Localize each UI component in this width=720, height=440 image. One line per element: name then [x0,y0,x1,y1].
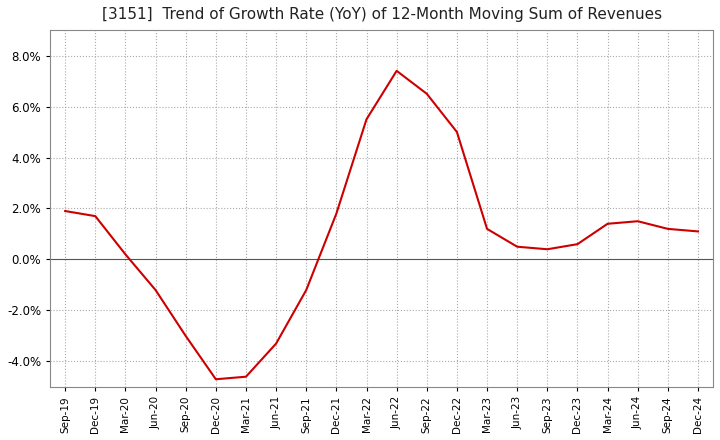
Title: [3151]  Trend of Growth Rate (YoY) of 12-Month Moving Sum of Revenues: [3151] Trend of Growth Rate (YoY) of 12-… [102,7,662,22]
